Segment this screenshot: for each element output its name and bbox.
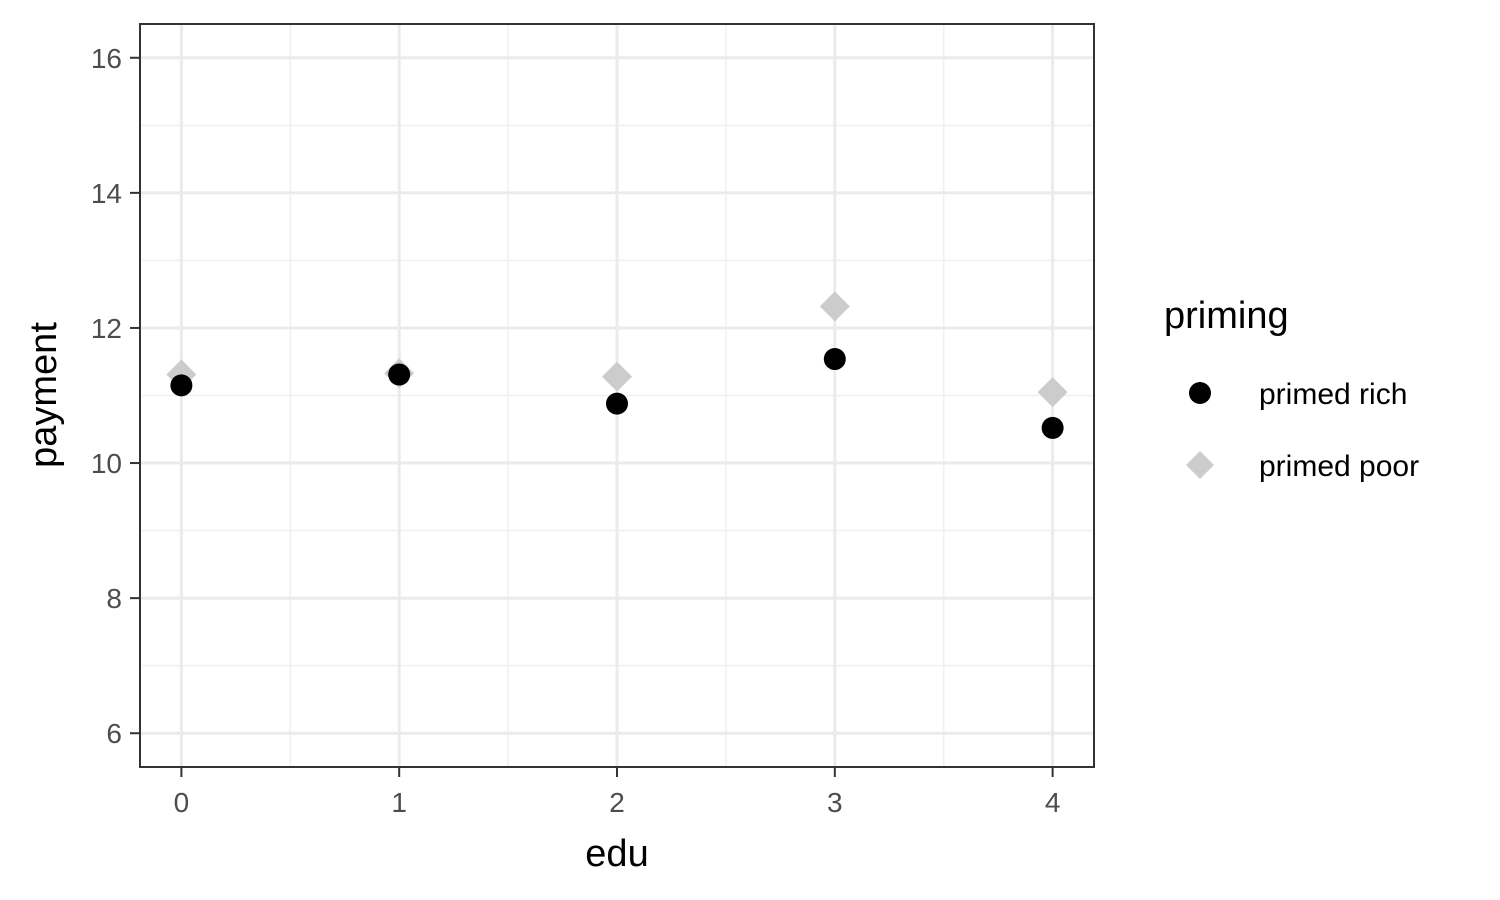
y-tick-label: 8: [106, 583, 122, 614]
point-primed-rich: [823, 348, 846, 371]
y-tick-label: 14: [91, 178, 122, 209]
y-tick-label: 16: [91, 43, 122, 74]
y-tick-label: 6: [106, 718, 122, 749]
y-tick-label: 12: [91, 313, 122, 344]
legend-key-primed-poor: [1186, 451, 1214, 479]
legend: priming primed rich primed poor: [1164, 295, 1419, 483]
series-primed-rich: [170, 348, 1064, 439]
legend-item-primed-poor: primed poor: [1186, 450, 1419, 483]
y-axis: 6 8 10 12 14 16: [91, 43, 140, 749]
point-primed-rich: [1041, 416, 1064, 439]
legend-label-primed-poor: primed poor: [1259, 450, 1419, 483]
legend-title: priming: [1164, 295, 1289, 337]
point-primed-poor: [602, 361, 632, 392]
x-tick-label: 1: [391, 787, 407, 818]
x-axis-title: edu: [585, 833, 648, 875]
point-primed-rich: [606, 392, 628, 415]
point-primed-poor: [819, 291, 850, 322]
x-axis: 0 1 2 3 4: [174, 767, 1061, 818]
legend-key-primed-rich: [1189, 382, 1211, 404]
legend-label-primed-rich: primed rich: [1259, 378, 1407, 411]
x-tick-label: 0: [174, 787, 190, 818]
x-tick-label: 2: [609, 787, 625, 818]
y-axis-title: payment: [23, 322, 65, 468]
x-tick-label: 3: [827, 787, 843, 818]
point-primed-rich: [170, 374, 193, 397]
y-tick-label: 10: [91, 448, 122, 479]
point-primed-poor: [1037, 377, 1068, 408]
grid-major: [140, 24, 1094, 767]
x-tick-label: 4: [1045, 787, 1061, 818]
point-primed-rich: [388, 363, 411, 386]
legend-item-primed-rich: primed rich: [1189, 378, 1407, 411]
